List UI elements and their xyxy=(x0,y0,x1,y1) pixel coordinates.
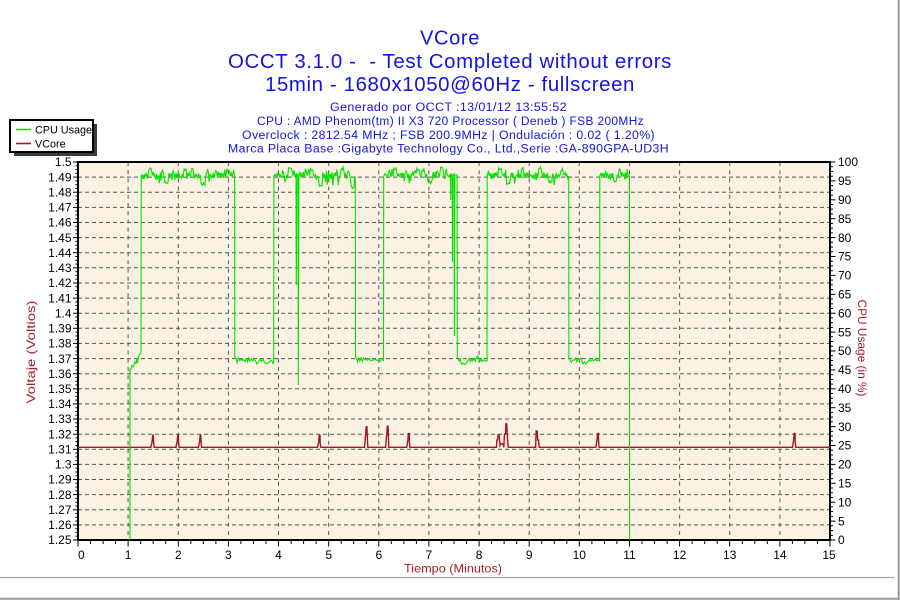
svg-text:5: 5 xyxy=(838,514,845,528)
svg-text:1.3: 1.3 xyxy=(55,458,72,472)
svg-text:1.33: 1.33 xyxy=(48,412,72,426)
svg-text:55: 55 xyxy=(838,325,852,339)
svg-text:4: 4 xyxy=(275,548,282,562)
svg-text:85: 85 xyxy=(838,212,852,226)
svg-text:11: 11 xyxy=(623,548,636,562)
svg-text:1.41: 1.41 xyxy=(48,291,72,305)
svg-text:40: 40 xyxy=(838,382,852,396)
svg-text:1.25: 1.25 xyxy=(48,533,72,547)
svg-text:Tiempo (Minutos): Tiempo (Minutos) xyxy=(404,562,502,576)
svg-text:1.27: 1.27 xyxy=(48,503,72,517)
svg-text:14: 14 xyxy=(773,548,787,562)
svg-text:1.43: 1.43 xyxy=(48,261,72,275)
svg-text:OCCT 3.1.0 - - Test Completed: OCCT 3.1.0 - - Test Completed without er… xyxy=(228,51,672,73)
svg-text:Marca Placa Base :Gigabyte Tec: Marca Placa Base :Gigabyte Technology Co… xyxy=(228,144,669,156)
svg-text:20: 20 xyxy=(838,458,852,472)
svg-text:75: 75 xyxy=(838,250,852,264)
svg-text:1.34: 1.34 xyxy=(48,397,72,411)
svg-text:1.35: 1.35 xyxy=(48,382,72,396)
svg-text:95: 95 xyxy=(838,174,852,188)
svg-text:15: 15 xyxy=(822,548,836,562)
svg-text:Voltaje (Voltios): Voltaje (Voltios) xyxy=(24,301,38,404)
svg-text:9: 9 xyxy=(526,548,533,562)
svg-text:6: 6 xyxy=(375,548,382,562)
svg-text:1.26: 1.26 xyxy=(48,518,72,532)
svg-text:1.38: 1.38 xyxy=(48,337,72,351)
svg-text:1.44: 1.44 xyxy=(48,246,72,260)
svg-text:3: 3 xyxy=(225,548,232,562)
svg-text:8: 8 xyxy=(476,548,483,562)
svg-text:1.39: 1.39 xyxy=(48,322,72,336)
svg-text:50: 50 xyxy=(838,344,852,358)
svg-text:CPU Usage (in %): CPU Usage (in %) xyxy=(855,300,869,397)
svg-text:30: 30 xyxy=(838,420,852,434)
svg-text:Overclock : 2812.54 MHz ; FSB: Overclock : 2812.54 MHz ; FSB 200.9MHz |… xyxy=(242,130,655,142)
svg-text:15: 15 xyxy=(838,477,852,491)
svg-text:90: 90 xyxy=(838,193,852,207)
svg-text:12: 12 xyxy=(673,548,687,562)
svg-text:5: 5 xyxy=(325,548,332,562)
svg-text:80: 80 xyxy=(838,231,852,245)
svg-text:VCore: VCore xyxy=(35,139,66,151)
svg-text:0: 0 xyxy=(78,548,85,562)
svg-text:1.37: 1.37 xyxy=(48,352,72,366)
svg-text:45: 45 xyxy=(838,363,852,377)
svg-text:0: 0 xyxy=(838,533,845,547)
svg-text:7: 7 xyxy=(426,548,433,562)
svg-text:2: 2 xyxy=(175,548,182,562)
svg-text:100: 100 xyxy=(838,155,858,169)
svg-text:1.4: 1.4 xyxy=(55,306,72,320)
svg-text:25: 25 xyxy=(838,439,852,453)
svg-text:1.42: 1.42 xyxy=(48,276,72,290)
svg-text:1.5: 1.5 xyxy=(55,155,72,169)
svg-text:65: 65 xyxy=(838,288,852,302)
svg-text:13: 13 xyxy=(723,548,737,562)
svg-text:1.49: 1.49 xyxy=(48,170,72,184)
svg-text:1.48: 1.48 xyxy=(48,185,72,199)
svg-text:VCore: VCore xyxy=(420,28,480,50)
svg-text:Generado por OCCT :13/01/12 13: Generado por OCCT :13/01/12 13:55:52 xyxy=(330,102,567,114)
svg-text:1.36: 1.36 xyxy=(48,367,72,381)
svg-text:10: 10 xyxy=(838,495,852,509)
svg-text:1.46: 1.46 xyxy=(48,216,72,230)
svg-text:1.45: 1.45 xyxy=(48,231,72,245)
svg-text:CPU Usage: CPU Usage xyxy=(35,125,92,137)
svg-text:10: 10 xyxy=(573,548,587,562)
svg-text:35: 35 xyxy=(838,401,852,415)
svg-text:1: 1 xyxy=(125,548,132,562)
svg-text:1.28: 1.28 xyxy=(48,488,72,502)
svg-text:CPU : AMD Phenom(tm) II X3 720: CPU : AMD Phenom(tm) II X3 720 Processor… xyxy=(257,116,644,128)
svg-text:60: 60 xyxy=(838,306,852,320)
svg-text:1.47: 1.47 xyxy=(48,201,72,215)
svg-text:1.31: 1.31 xyxy=(48,443,72,457)
svg-text:15min - 1680x1050@60Hz - fulls: 15min - 1680x1050@60Hz - fullscreen xyxy=(265,74,635,96)
svg-text:70: 70 xyxy=(838,269,852,283)
svg-text:1.29: 1.29 xyxy=(48,473,72,487)
svg-text:1.32: 1.32 xyxy=(48,427,72,441)
